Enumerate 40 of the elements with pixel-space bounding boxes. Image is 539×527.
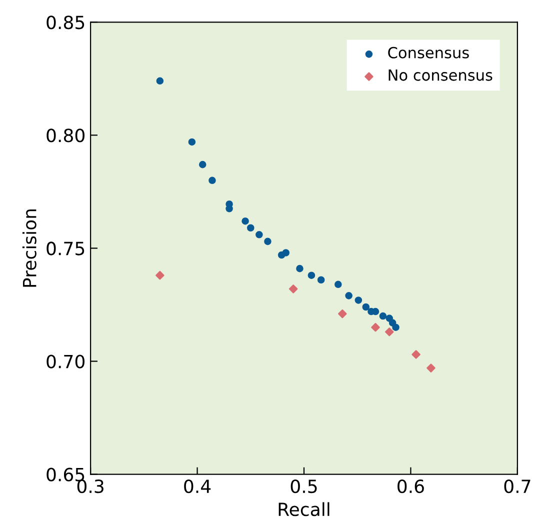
point [296,264,304,272]
point [156,270,164,280]
point [334,280,342,288]
point [426,364,436,372]
point [282,249,290,256]
point [392,324,400,331]
point [188,138,196,146]
x-tick-label: 0.5 [290,479,317,494]
x-axis-title: Recall [278,502,330,516]
point [198,160,206,168]
point [338,309,347,318]
x-tick-label: 0.3 [77,479,104,494]
point [362,303,370,311]
point [226,205,233,212]
y-tick-label: 0.75 [46,242,84,256]
x-tick-label: 0.7 [504,479,530,494]
point [317,276,325,284]
x-tick-label: 0.4 [184,479,211,494]
x-tick-label: 0.6 [398,479,424,494]
point [385,328,394,336]
y-axis-title: Precision [22,209,36,287]
point [288,284,298,294]
point [354,296,362,304]
point [345,292,352,300]
y-tick-label: 0.70 [46,354,84,368]
point [246,224,254,232]
y-tick-label: 0.85 [46,16,84,30]
point [264,238,272,246]
point [412,350,420,359]
point [308,272,316,279]
legend-label: No consensus [388,69,492,81]
point [242,217,249,225]
point [379,312,387,320]
point [371,322,380,332]
y-tick-label: 0.65 [46,468,84,482]
legend-label: Consensus [388,46,469,58]
point [208,176,216,184]
point [256,231,263,238]
point [156,77,164,85]
y-tick-label: 0.80 [46,128,84,142]
